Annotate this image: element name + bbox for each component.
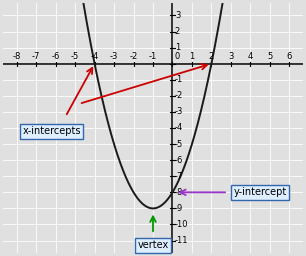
Text: 1: 1	[175, 43, 180, 52]
Text: vertex: vertex	[137, 240, 169, 250]
Text: -4: -4	[91, 52, 99, 61]
Text: 3: 3	[175, 11, 180, 20]
Text: x-intercepts: x-intercepts	[23, 126, 81, 136]
Text: -11: -11	[175, 236, 188, 245]
Text: -9: -9	[175, 204, 183, 213]
Text: -8: -8	[175, 188, 183, 197]
Text: -10: -10	[175, 220, 188, 229]
Text: 2: 2	[175, 27, 180, 36]
Text: -5: -5	[175, 140, 183, 148]
Text: -5: -5	[71, 52, 79, 61]
Text: -2: -2	[129, 52, 138, 61]
Text: -8: -8	[13, 52, 21, 61]
Text: 1: 1	[189, 52, 195, 61]
Text: 3: 3	[228, 52, 233, 61]
Text: -3: -3	[175, 108, 183, 116]
Text: -7: -7	[32, 52, 40, 61]
Text: -4: -4	[175, 123, 183, 133]
Text: -2: -2	[175, 91, 183, 100]
Text: -1: -1	[175, 75, 183, 84]
Text: -7: -7	[175, 172, 183, 181]
Text: -3: -3	[110, 52, 118, 61]
Text: 0: 0	[175, 52, 180, 61]
Text: -6: -6	[51, 52, 60, 61]
Text: 6: 6	[287, 52, 292, 61]
Text: y-intercept: y-intercept	[233, 187, 287, 197]
Text: 5: 5	[267, 52, 272, 61]
Text: -6: -6	[175, 156, 183, 165]
Text: 2: 2	[209, 52, 214, 61]
Text: 4: 4	[248, 52, 253, 61]
Text: -1: -1	[149, 52, 157, 61]
